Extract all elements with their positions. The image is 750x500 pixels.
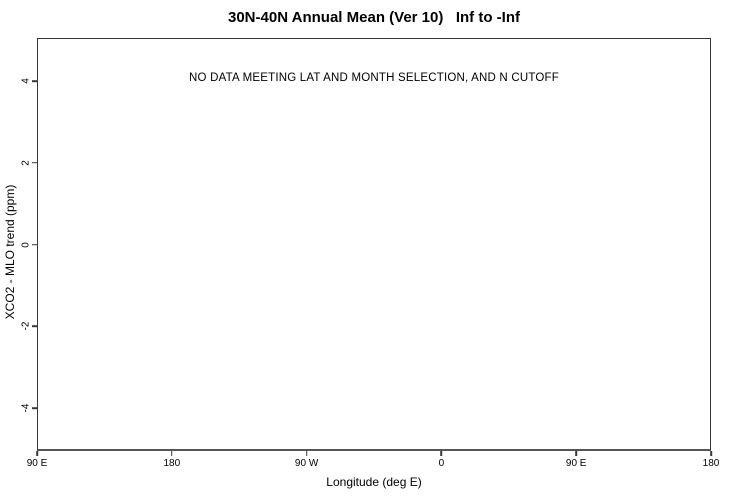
x-tick-label: 90 W bbox=[294, 458, 319, 469]
x-tick-mark bbox=[36, 451, 38, 456]
y-tick-mark bbox=[32, 325, 37, 328]
chart-title: 30N-40N Annual Mean (Ver 10) Inf to -Inf bbox=[228, 9, 520, 26]
x-tick-mark bbox=[575, 451, 577, 456]
y-tick-mark bbox=[32, 161, 37, 164]
y-tick-label: -2 bbox=[20, 321, 32, 331]
no-data-message: NO DATA MEETING LAT AND MONTH SELECTION,… bbox=[189, 72, 559, 84]
x-tick-label: 180 bbox=[163, 458, 181, 469]
y-tick-label: 0 bbox=[20, 241, 32, 248]
x-tick-label: 0 bbox=[438, 458, 445, 469]
y-axis-label: XCO2 - MLO trend (ppm) bbox=[3, 184, 17, 320]
plot-area: NO DATA MEETING LAT AND MONTH SELECTION,… bbox=[37, 38, 711, 451]
y-tick-label: 2 bbox=[20, 159, 32, 166]
x-axis-label: Longitude (deg E) bbox=[326, 475, 422, 489]
y-tick-mark bbox=[32, 407, 37, 409]
y-tick-mark bbox=[32, 243, 37, 246]
x-tick-label: 90 E bbox=[26, 458, 48, 469]
y-tick-mark bbox=[32, 80, 37, 82]
y-tick-label: -4 bbox=[20, 403, 32, 413]
x-tick-mark bbox=[710, 451, 712, 456]
x-tick-label: 180 bbox=[702, 458, 720, 469]
x-tick-mark bbox=[305, 451, 308, 456]
y-tick-label: 4 bbox=[20, 78, 32, 84]
x-tick-label: 90 E bbox=[565, 458, 587, 469]
x-tick-mark bbox=[171, 451, 173, 456]
x-tick-mark bbox=[440, 451, 443, 456]
